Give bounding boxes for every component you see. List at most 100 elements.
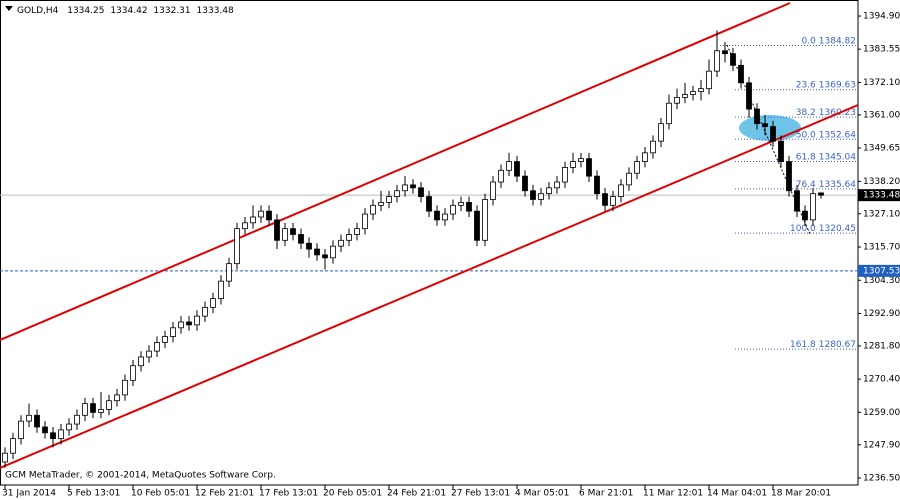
candle-body [58,429,64,440]
candle-body [538,193,544,200]
candle-body [210,298,216,308]
y-tick-label: 1292.90 [863,309,900,319]
candle-body [330,245,336,259]
x-tick-label: 11 Mar 12:01 [643,489,703,499]
h-line-label: 1307.53 [863,266,900,276]
candle-body [346,234,352,241]
candle-body [714,50,720,72]
y-tick-label: 1259.00 [863,408,900,418]
candle-body [786,161,792,192]
candle-body [50,432,56,440]
y-tick-label: 1383.55 [863,45,900,55]
candle-body [554,181,560,189]
candle-body [490,181,496,200]
candle-body [274,219,280,241]
candle-body [378,201,384,206]
candle-body [666,102,672,125]
fib-label: 100.0 1320.45 [790,224,856,234]
candle-body [674,97,680,104]
candle-body [122,379,128,396]
candle-body [626,172,632,186]
h-line-box [858,264,900,277]
candle-body [90,403,96,413]
plot-frame [0,0,859,486]
x-tick-label: 18 Mar 20:01 [771,489,831,499]
copyright: GCM MetaTrader, © 2001-2014, MetaQuotes … [5,471,276,481]
candle-body [594,175,600,195]
candle-body [778,140,784,162]
candle-body [482,199,488,241]
candle-body [66,423,72,431]
channel-upper [0,2,791,341]
low: 1332.31 [153,6,190,16]
candle-body [690,91,696,95]
candle-body [602,193,608,206]
candle-body [10,438,16,454]
candle-body [186,321,192,326]
y-tick-label: 1236.50 [863,474,900,484]
candle-body [570,161,576,168]
fib-level: 23.6 [796,80,816,90]
x-tick-label: 4 Mar 05:01 [515,489,569,499]
x-tick-label: 10 Feb 05:01 [131,489,190,499]
x-tick-label: 20 Feb 05:01 [323,489,382,499]
fib-price: 1384.82 [819,36,856,46]
candle-body [98,409,104,413]
fib-price: 1320.45 [819,224,856,234]
candle-body [170,327,176,337]
channel-lower [0,104,859,469]
candle-body [442,213,448,221]
candle-body [794,190,800,212]
x-tick-label: 14 Mar 04:01 [707,489,767,499]
candle-body [338,239,344,247]
fib-price: 1345.04 [819,152,856,162]
candle-body [418,187,424,197]
open: 1334.25 [67,6,104,16]
candle-body [26,414,32,422]
candle-body [586,158,592,177]
candle-body [546,187,552,195]
fib-level: 50.0 [796,130,816,140]
candle-body [458,201,464,206]
x-tick-label: 24 Feb 21:01 [387,489,446,499]
candle-body [730,53,736,66]
candle-body [130,365,136,381]
close: 1333.48 [197,6,234,16]
candle-body [74,414,80,425]
candle-body [314,248,320,256]
candle-body [194,315,200,326]
candle-body [154,341,160,352]
candle-body [506,161,512,171]
fib-level: 61.8 [796,152,816,162]
y-tick-label: 1349.65 [863,144,900,154]
fib-label: 76.4 1335.64 [796,179,857,189]
x-tick-label: 5 Feb 13:01 [67,489,120,499]
candle-body [802,210,808,221]
y-tick-label: 1304.30 [863,276,900,286]
candle-body [138,356,144,367]
candle-body [386,196,392,203]
candle-body [682,94,688,98]
candle-body [178,321,184,329]
candle-body [522,175,528,192]
candle-body [770,126,776,142]
candle-body [698,88,704,92]
candle-body [562,167,568,183]
y-tick-label: 1372.10 [863,78,900,88]
x-tick-label: 31 Jan 2014 [2,489,56,499]
price-label: 1333.48 [863,191,900,201]
candle-body [82,403,88,416]
candle-body [706,70,712,90]
x-tick-label: 17 Feb 13:01 [259,489,318,499]
candle-body [34,414,40,428]
fib-level: 161.8 [790,340,816,350]
candle-body [258,210,264,218]
y-tick-label: 1247.90 [863,440,900,450]
fib-price: 1335.64 [819,179,856,189]
candle-body [514,161,520,177]
fib-level: 100.0 [790,224,816,234]
candle-body [402,184,408,192]
y-tick-label: 1394.90 [863,12,900,22]
symbol: GOLD,H4 [17,6,59,16]
candle-body [290,228,296,235]
